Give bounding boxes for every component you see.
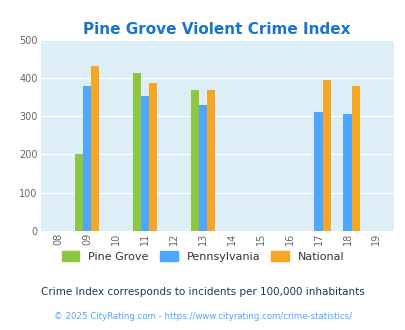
Bar bbox=[322, 80, 330, 231]
Bar bbox=[206, 90, 214, 231]
Bar bbox=[314, 112, 322, 231]
Bar bbox=[83, 86, 91, 231]
Bar bbox=[141, 96, 149, 231]
Title: Pine Grove Violent Crime Index: Pine Grove Violent Crime Index bbox=[83, 22, 350, 37]
Text: Crime Index corresponds to incidents per 100,000 inhabitants: Crime Index corresponds to incidents per… bbox=[41, 287, 364, 297]
Bar bbox=[132, 73, 141, 231]
Bar bbox=[149, 83, 157, 231]
Text: © 2025 CityRating.com - https://www.cityrating.com/crime-statistics/: © 2025 CityRating.com - https://www.city… bbox=[54, 312, 351, 321]
Bar bbox=[91, 66, 99, 231]
Bar bbox=[343, 114, 351, 231]
Bar bbox=[198, 106, 206, 231]
Bar bbox=[351, 86, 359, 231]
Bar bbox=[190, 90, 198, 231]
Legend: Pine Grove, Pennsylvania, National: Pine Grove, Pennsylvania, National bbox=[62, 251, 343, 262]
Bar bbox=[75, 154, 83, 231]
